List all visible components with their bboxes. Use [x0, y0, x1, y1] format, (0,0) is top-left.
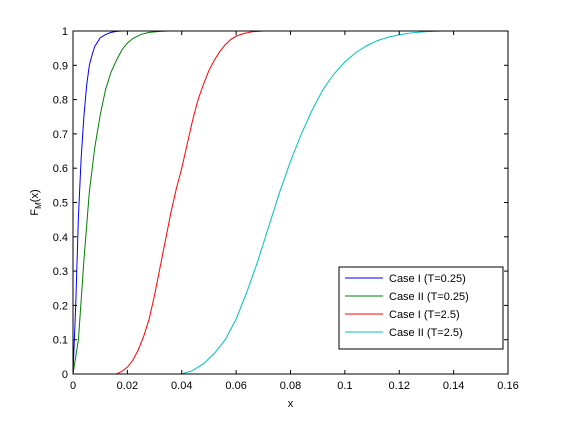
y-axis-label-tail: (x)	[29, 189, 41, 202]
y-tick-label: 0	[62, 369, 68, 381]
x-tick-label: 0.02	[117, 380, 138, 392]
y-tick-label: 0.1	[53, 335, 68, 347]
y-tick-label: 0.7	[53, 129, 68, 141]
y-axis-label-main: F	[29, 209, 41, 216]
y-tick-label: 1	[62, 26, 68, 38]
y-tick-label: 0.8	[53, 95, 68, 107]
x-tick-label: 0.12	[389, 380, 410, 392]
y-tick-label: 0.5	[53, 198, 68, 210]
series-line-1	[72, 30, 128, 375]
legend-entry-label: Case I (T=0.25)	[389, 273, 466, 285]
y-axis-label: FM(x)	[29, 189, 43, 215]
x-axis-label: x	[288, 398, 294, 410]
series-line-2	[72, 30, 169, 375]
legend-entry-label: Case II (T=2.5)	[389, 327, 463, 339]
y-axis-label-subscript: M	[34, 202, 43, 209]
x-tick-label: 0.08	[280, 380, 301, 392]
y-tick-label: 0.6	[53, 163, 68, 175]
x-tick-label: 0	[70, 380, 76, 392]
y-tick-label: 0.4	[53, 232, 68, 244]
y-tick-label: 0.9	[53, 60, 68, 72]
x-tick-label: 0.16	[497, 380, 518, 392]
series-line-3	[73, 30, 264, 375]
legend-box	[338, 266, 504, 350]
x-tick-label: 0.14	[443, 380, 464, 392]
x-axis: 0 0.02 0.04 0.06 0.08 0.1 0.12 0.14 0.16	[70, 31, 519, 392]
y-tick-label: 0.2	[53, 300, 68, 312]
series-line-4	[73, 30, 454, 375]
x-tick-label: 0.06	[225, 380, 246, 392]
series-layer	[72, 30, 454, 375]
x-tick-label: 0.04	[171, 380, 192, 392]
y-tick-label: 0.3	[53, 266, 68, 278]
y-axis: 0 0.1 0.2 0.3 0.4 0.5 0.6 0.7 0.8 0.9 1	[53, 26, 508, 381]
legend: Case I (T=0.25) Case II (T=0.25) Case I (T…	[338, 266, 504, 350]
x-tick-label: 0.1	[337, 380, 352, 392]
legend-entry-label: Case II (T=0.25)	[389, 291, 469, 303]
legend-entry-label: Case I (T=2.5)	[389, 309, 460, 321]
